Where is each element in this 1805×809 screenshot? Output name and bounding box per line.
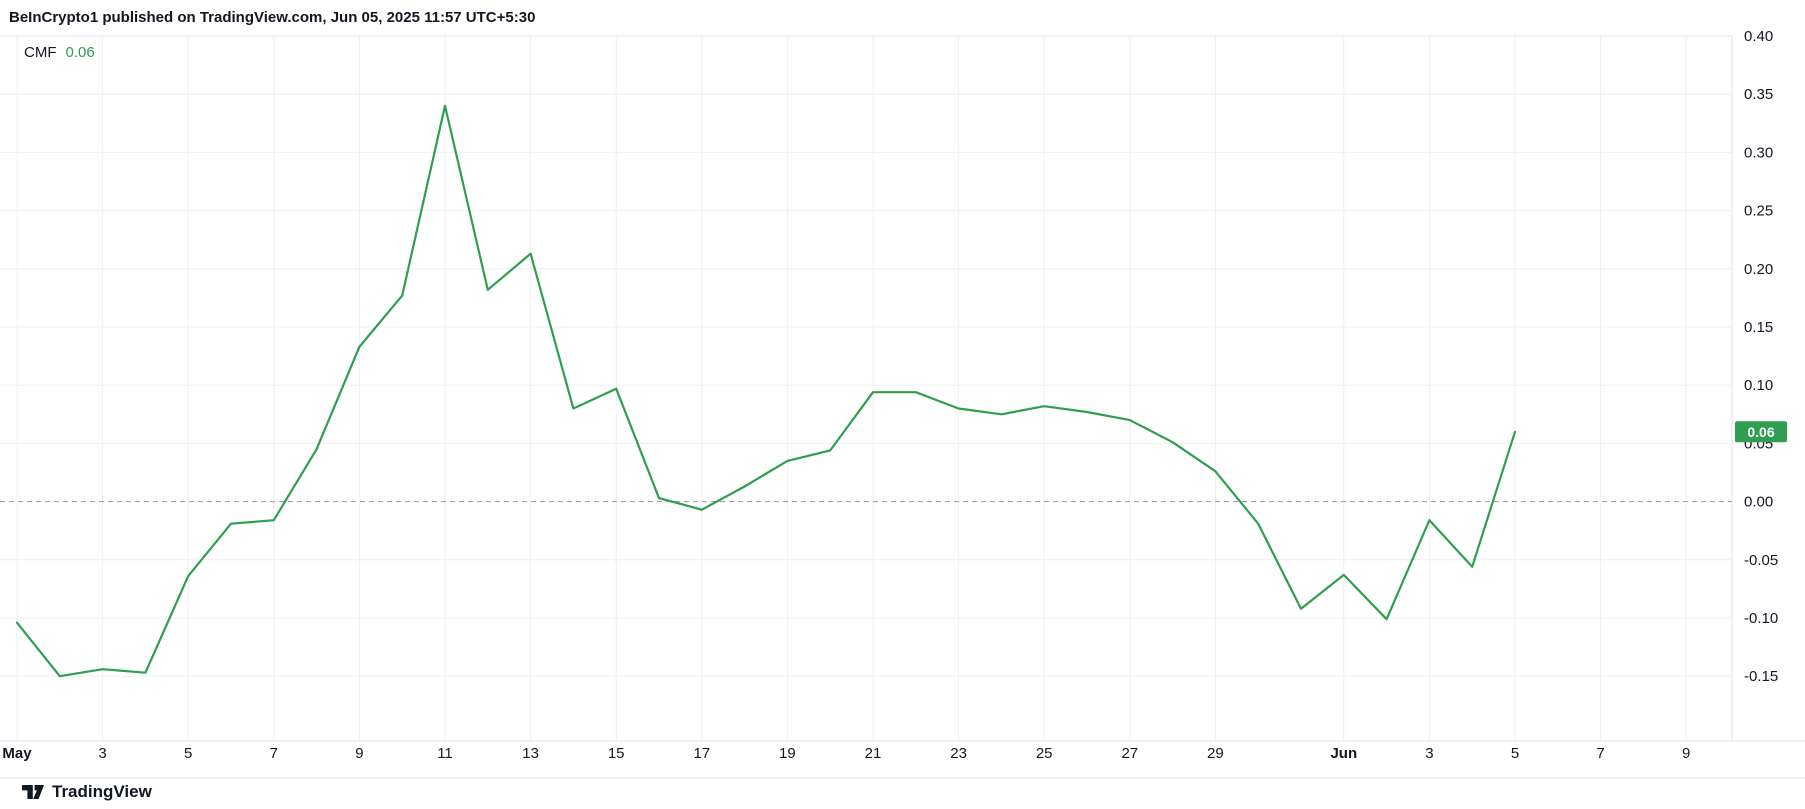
svg-text:29: 29 [1207,745,1224,762]
svg-text:27: 27 [1121,745,1138,762]
svg-text:0.30: 0.30 [1744,144,1773,161]
svg-text:21: 21 [865,745,882,762]
svg-text:5: 5 [184,745,192,762]
tradingview-logo-icon[interactable] [22,785,44,799]
panel-borders [0,35,1805,779]
svg-text:-0.05: -0.05 [1744,552,1778,569]
indicator-legend[interactable]: CMF 0.06 [24,44,95,61]
publish-attribution: BeInCrypto1 published on TradingView.com… [9,9,536,26]
svg-text:May: May [2,745,32,762]
svg-text:Jun: Jun [1330,745,1357,762]
svg-text:25: 25 [1036,745,1053,762]
svg-text:3: 3 [1425,745,1433,762]
svg-text:23: 23 [950,745,967,762]
svg-text:17: 17 [693,745,710,762]
svg-text:0.20: 0.20 [1744,261,1773,278]
svg-text:-0.10: -0.10 [1744,610,1778,627]
svg-text:7: 7 [270,745,278,762]
svg-text:0.00: 0.00 [1744,494,1773,511]
svg-text:0.25: 0.25 [1744,203,1773,220]
svg-text:7: 7 [1596,745,1604,762]
svg-text:11: 11 [437,745,453,762]
svg-text:9: 9 [355,745,363,762]
svg-text:0.40: 0.40 [1744,28,1773,45]
svg-text:0.35: 0.35 [1744,86,1773,103]
svg-text:-0.15: -0.15 [1744,668,1778,685]
svg-text:9: 9 [1682,745,1690,762]
cmf-line [15,104,1517,678]
footer: TradingView [22,782,152,802]
svg-text:15: 15 [608,745,625,762]
current-value-text: 0.06 [1747,424,1774,440]
time-scale: May 3 5 7 9 11 13 15 17 19 21 23 25 27 29 Jun 3 5 7 9 [2,745,1690,762]
indicator-value: 0.06 [65,44,95,61]
price-scale: 0.400.350.300.250.200.150.100.050.00-0.0… [1744,28,1778,685]
tradingview-brand[interactable]: TradingView [52,782,152,801]
svg-text:3: 3 [98,745,106,762]
svg-text:5: 5 [1511,745,1519,762]
svg-text:13: 13 [522,745,539,762]
grid-lines [0,35,1732,741]
svg-text:0.10: 0.10 [1744,377,1773,394]
svg-text:19: 19 [779,745,796,762]
svg-text:0.15: 0.15 [1744,319,1773,336]
current-value-badge [1735,421,1787,443]
indicator-name: CMF [24,44,57,61]
